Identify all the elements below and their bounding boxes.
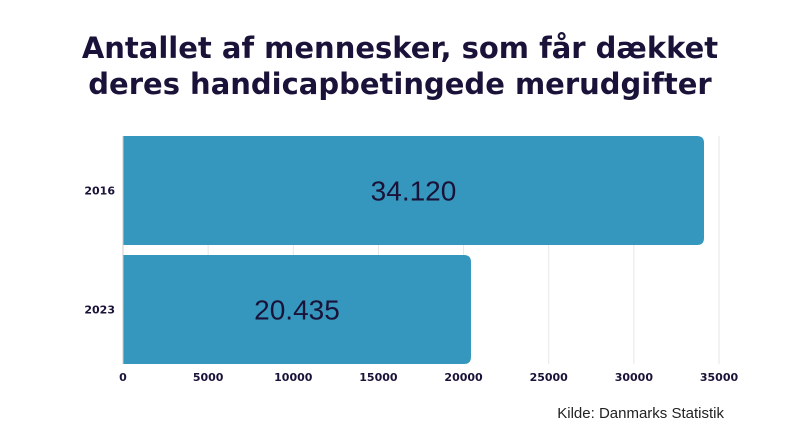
category-label-2016: 2016 (84, 185, 115, 198)
x-tick-label-3: 15000 (359, 371, 398, 384)
bar-2016 (123, 136, 705, 245)
category-label-2023: 2023 (84, 304, 115, 317)
data-label-2023: 20.435 (254, 295, 340, 326)
x-tick-label-4: 20000 (444, 371, 483, 384)
x-tick-label-0: 0 (119, 371, 127, 384)
chart-title-line-2: deres handicapbetingede merudgifter (88, 67, 712, 101)
x-tick-label-1: 5000 (193, 371, 224, 384)
chart-title: Antallet af mennesker, som får dækket de… (0, 30, 800, 102)
x-tick-label-5: 25000 (530, 371, 569, 384)
data-label-2016: 34.120 (371, 176, 457, 207)
chart-title-line-1: Antallet af mennesker, som får dækket (81, 31, 719, 65)
x-tick-label-2: 10000 (274, 371, 313, 384)
source-note: Kilde: Danmarks Statistik (557, 405, 724, 422)
bar-2023 (123, 255, 471, 364)
x-tick-label-6: 30000 (615, 371, 654, 384)
x-tick-label-7: 35000 (700, 371, 739, 384)
